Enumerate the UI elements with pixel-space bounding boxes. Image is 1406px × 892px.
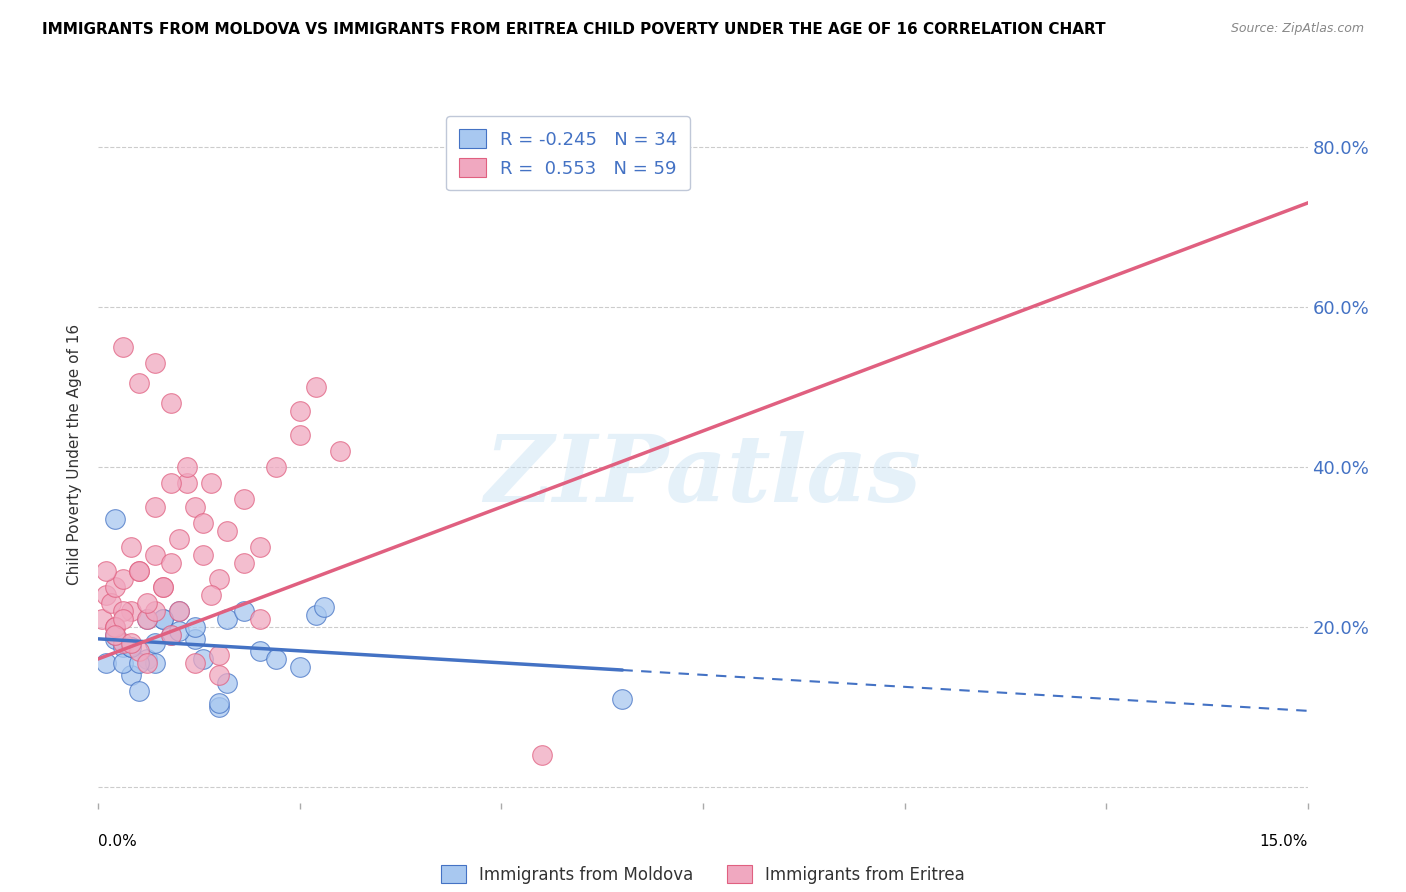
Point [135,652,157,666]
Point [249,644,271,658]
Point [96,588,118,602]
Point [176,475,198,490]
Point [143,604,166,618]
Point [143,500,166,514]
Point [135,596,157,610]
Point [111,604,134,618]
Point [111,656,134,670]
Point [111,572,134,586]
Point [208,696,231,710]
Text: ZIPatlas: ZIPatlas [485,431,921,521]
Point [232,491,254,506]
Point [249,612,271,626]
Point [208,572,231,586]
Point [160,628,183,642]
Point [91,612,114,626]
Point [167,604,190,618]
Point [135,612,157,626]
Point [152,612,174,626]
Point [152,580,174,594]
Point [167,624,190,638]
Point [184,620,207,634]
Point [288,660,311,674]
Point [111,612,134,626]
Text: 0.0%: 0.0% [98,834,138,849]
Text: Source: ZipAtlas.com: Source: ZipAtlas.com [1230,22,1364,36]
Point [530,747,553,762]
Point [305,607,328,622]
Point [264,652,287,666]
Point [96,656,118,670]
Point [184,500,207,514]
Point [143,656,166,670]
Point [249,540,271,554]
Point [128,644,150,658]
Point [128,656,150,670]
Point [217,676,239,690]
Point [152,612,174,626]
Point [111,636,134,650]
Point [120,604,142,618]
Point [103,628,125,642]
Point [103,632,125,646]
Point [128,564,150,578]
Point [128,376,150,390]
Y-axis label: Child Poverty Under the Age of 16: Child Poverty Under the Age of 16 [67,325,83,585]
Point [193,516,215,530]
Point [160,556,183,570]
Point [143,636,166,650]
Text: IMMIGRANTS FROM MOLDOVA VS IMMIGRANTS FROM ERITREA CHILD POVERTY UNDER THE AGE O: IMMIGRANTS FROM MOLDOVA VS IMMIGRANTS FR… [42,22,1105,37]
Point [530,156,553,170]
Point [143,548,166,562]
Point [200,475,222,490]
Point [120,668,142,682]
Point [103,628,125,642]
Point [120,640,142,654]
Point [208,699,231,714]
Point [208,668,231,682]
Point [143,356,166,370]
Point [100,596,122,610]
Point [120,636,142,650]
Point [264,459,287,474]
Point [167,604,190,618]
Point [217,524,239,538]
Point [288,428,311,442]
Point [176,459,198,474]
Point [160,475,183,490]
Point [329,444,352,458]
Point [208,648,231,662]
Point [103,620,125,634]
Point [184,656,207,670]
Point [288,404,311,418]
Point [120,540,142,554]
Point [128,564,150,578]
Point [135,612,157,626]
Point [103,512,125,526]
Point [111,640,134,654]
Point [103,580,125,594]
Point [217,612,239,626]
Point [305,380,328,394]
Point [152,580,174,594]
Point [232,556,254,570]
Point [128,683,150,698]
Point [232,604,254,618]
Point [200,588,222,602]
Point [160,396,183,410]
Point [193,548,215,562]
Point [120,640,142,654]
Point [612,691,634,706]
Point [103,620,125,634]
Point [184,632,207,646]
Point [135,656,157,670]
Text: 15.0%: 15.0% [1260,834,1308,849]
Point [96,564,118,578]
Point [167,532,190,546]
Point [314,599,336,614]
Point [160,628,183,642]
Point [111,340,134,354]
Legend: Immigrants from Moldova, Immigrants from Eritrea: Immigrants from Moldova, Immigrants from… [433,856,973,892]
Point [193,652,215,666]
